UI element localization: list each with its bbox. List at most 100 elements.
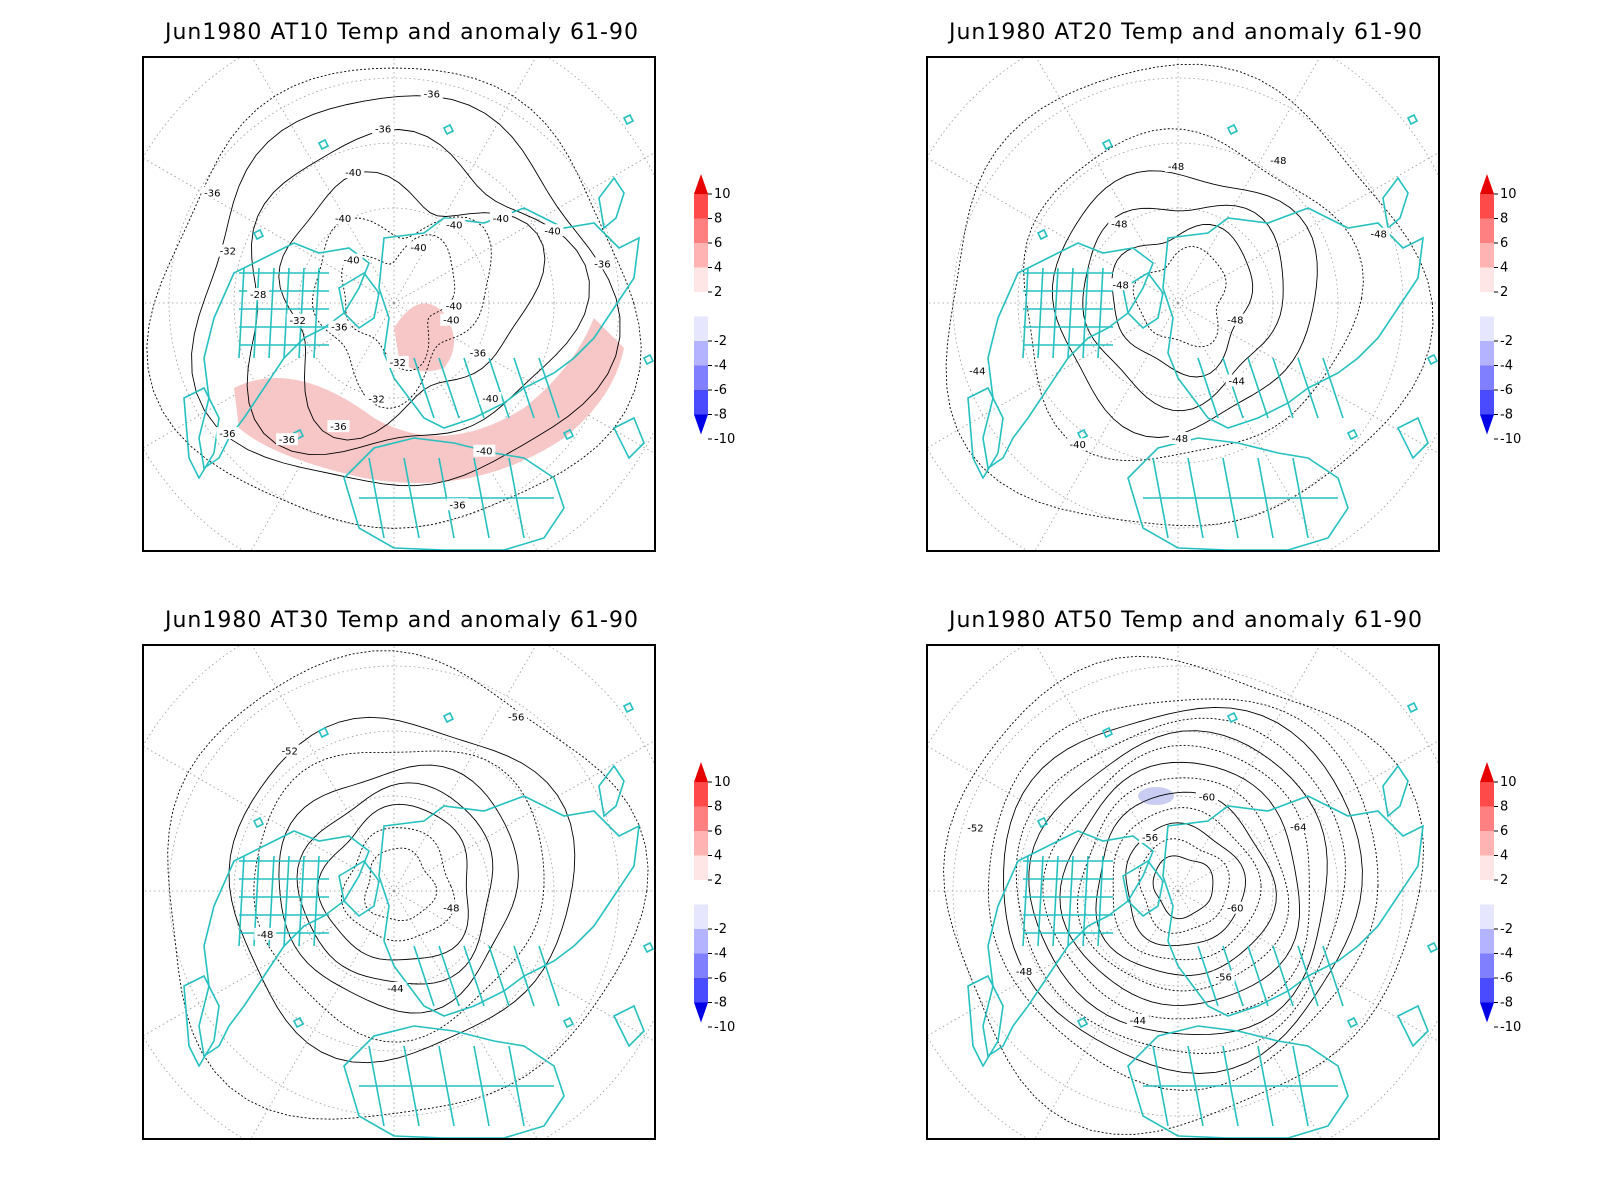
contour-label-bg [1195,790,1218,803]
island-coast [1346,428,1359,441]
contour-label-bg [479,391,502,404]
contour-label-bg [278,744,301,757]
border-line [1272,945,1294,1007]
island-coast [252,816,265,829]
border-line [438,945,460,1007]
island-coast [1076,428,1089,441]
colorbar-segment [1480,782,1494,807]
border-line [1297,357,1319,419]
border-line [1097,267,1104,359]
colorbar-segment [694,904,708,929]
map-svg: -48 -44 -48 -40 -44 -48 -48 -48 -48 -48 [928,58,1438,550]
coastlines [183,701,654,1138]
colorbar-tick-label: 10 [714,187,731,202]
north-america-coast [198,830,370,1058]
border-line [1097,855,1104,947]
map-svg: -48 -44 -48 -52 -56 [144,646,654,1138]
panel-title: Jun1980 AT50 Temp and anomaly 61-90 [949,608,1423,633]
contour-label-bg [473,444,496,457]
meridian-line [1034,890,1179,1138]
island-coast [292,1016,305,1029]
border-line [488,945,510,1007]
contour-line [1051,170,1318,438]
contour-label: -56 [1216,973,1232,984]
island-coast [562,1016,575,1029]
colorbar-svg: 10 8 6 4 2 -2 -4 -6 -8 -10 [1480,762,1521,1035]
border-line [238,855,245,947]
contour-line [1095,791,1277,976]
colorbar-tick-label: -6 [714,383,727,398]
contour-label: -36 [279,435,295,446]
meridian-line [1036,58,1179,304]
contour-label: -44 [1130,1016,1146,1027]
colorbar-tick-label: 6 [1500,236,1508,251]
contour-label: -32 [390,358,406,369]
contour-line [167,650,649,1120]
colorbar-tick-label: -2 [1500,334,1513,349]
contour-label: -40 [446,301,462,312]
contour-label-bg [1287,820,1310,833]
contour-label: -40 [1070,440,1086,451]
border-line [253,267,260,359]
colorbar-segment [694,831,708,856]
contour-label: -36 [204,189,220,200]
island-coast [442,123,455,136]
contour-line [1111,224,1254,378]
contour-line [1015,717,1346,1054]
colorbar-tick-label: -6 [1500,971,1513,986]
colorbar-svg: 10 8 6 4 2 -2 -4 -6 -8 -10 [694,174,735,447]
border-line [1037,267,1044,359]
contour-label: -32 [368,394,384,405]
contour-line [228,716,576,1064]
contour-label-bg [342,166,365,179]
coastlines [967,701,1438,1138]
border-line [413,357,435,419]
panel-at20: Jun1980 AT20 Temp and anomaly 61-90 -48-… [926,18,1446,578]
border-line [1052,855,1059,947]
colorbar-tick-label: -4 [714,359,727,374]
contour-label: -40 [544,226,560,237]
colorbar-tick-label: 8 [1500,800,1508,815]
contour-label: -64 [1290,823,1306,834]
anomaly-region [1138,787,1174,805]
contour-line [1132,245,1227,348]
border-line [1052,267,1059,359]
contour-label-bg [489,211,512,224]
colorbar-segment [1480,929,1494,954]
japan-coast [1382,764,1409,818]
colorbar-arrow-top [694,762,708,782]
colorbar-tick-label: 8 [1500,212,1508,227]
meridian-line [393,646,536,892]
island-coast [1346,1016,1359,1029]
border-line [463,945,485,1007]
eurasia-coast [1162,207,1424,429]
latitude-circle [233,730,555,1052]
island-coast [1396,416,1429,460]
colorbar-segment [694,953,708,978]
contour-line [341,827,456,942]
contour-label-bg [442,299,465,312]
map-svg: -60 -56 -44 -48 -52 -56 -60 -64 [928,646,1438,1138]
colorbar-arrow-bottom [1480,1002,1494,1023]
colorbar-tick-label: 8 [714,212,722,227]
meridian-line [1177,740,1438,892]
contour-label-bg [966,364,989,377]
contour-label-bg [1139,830,1162,843]
colorbar-segment [1480,831,1494,856]
meridian-line [1177,302,1438,454]
colorbar-tick-label: -8 [714,408,727,423]
colorbar-segment [694,390,708,415]
contour-label-bg [386,355,409,368]
colorbar-segment [1480,390,1494,415]
meridian-line [393,152,654,304]
contour-label: -36 [375,124,391,135]
border-line [1022,855,1029,947]
colorbar-tick-label: -4 [714,947,727,962]
contour-label: -56 [1142,833,1158,844]
island-coast [1076,1016,1089,1029]
border-line [1247,945,1269,1007]
africa-coast [1127,437,1349,550]
colorbar-segment [1480,880,1494,905]
contour-line [146,67,642,529]
anomaly-region [394,303,454,372]
